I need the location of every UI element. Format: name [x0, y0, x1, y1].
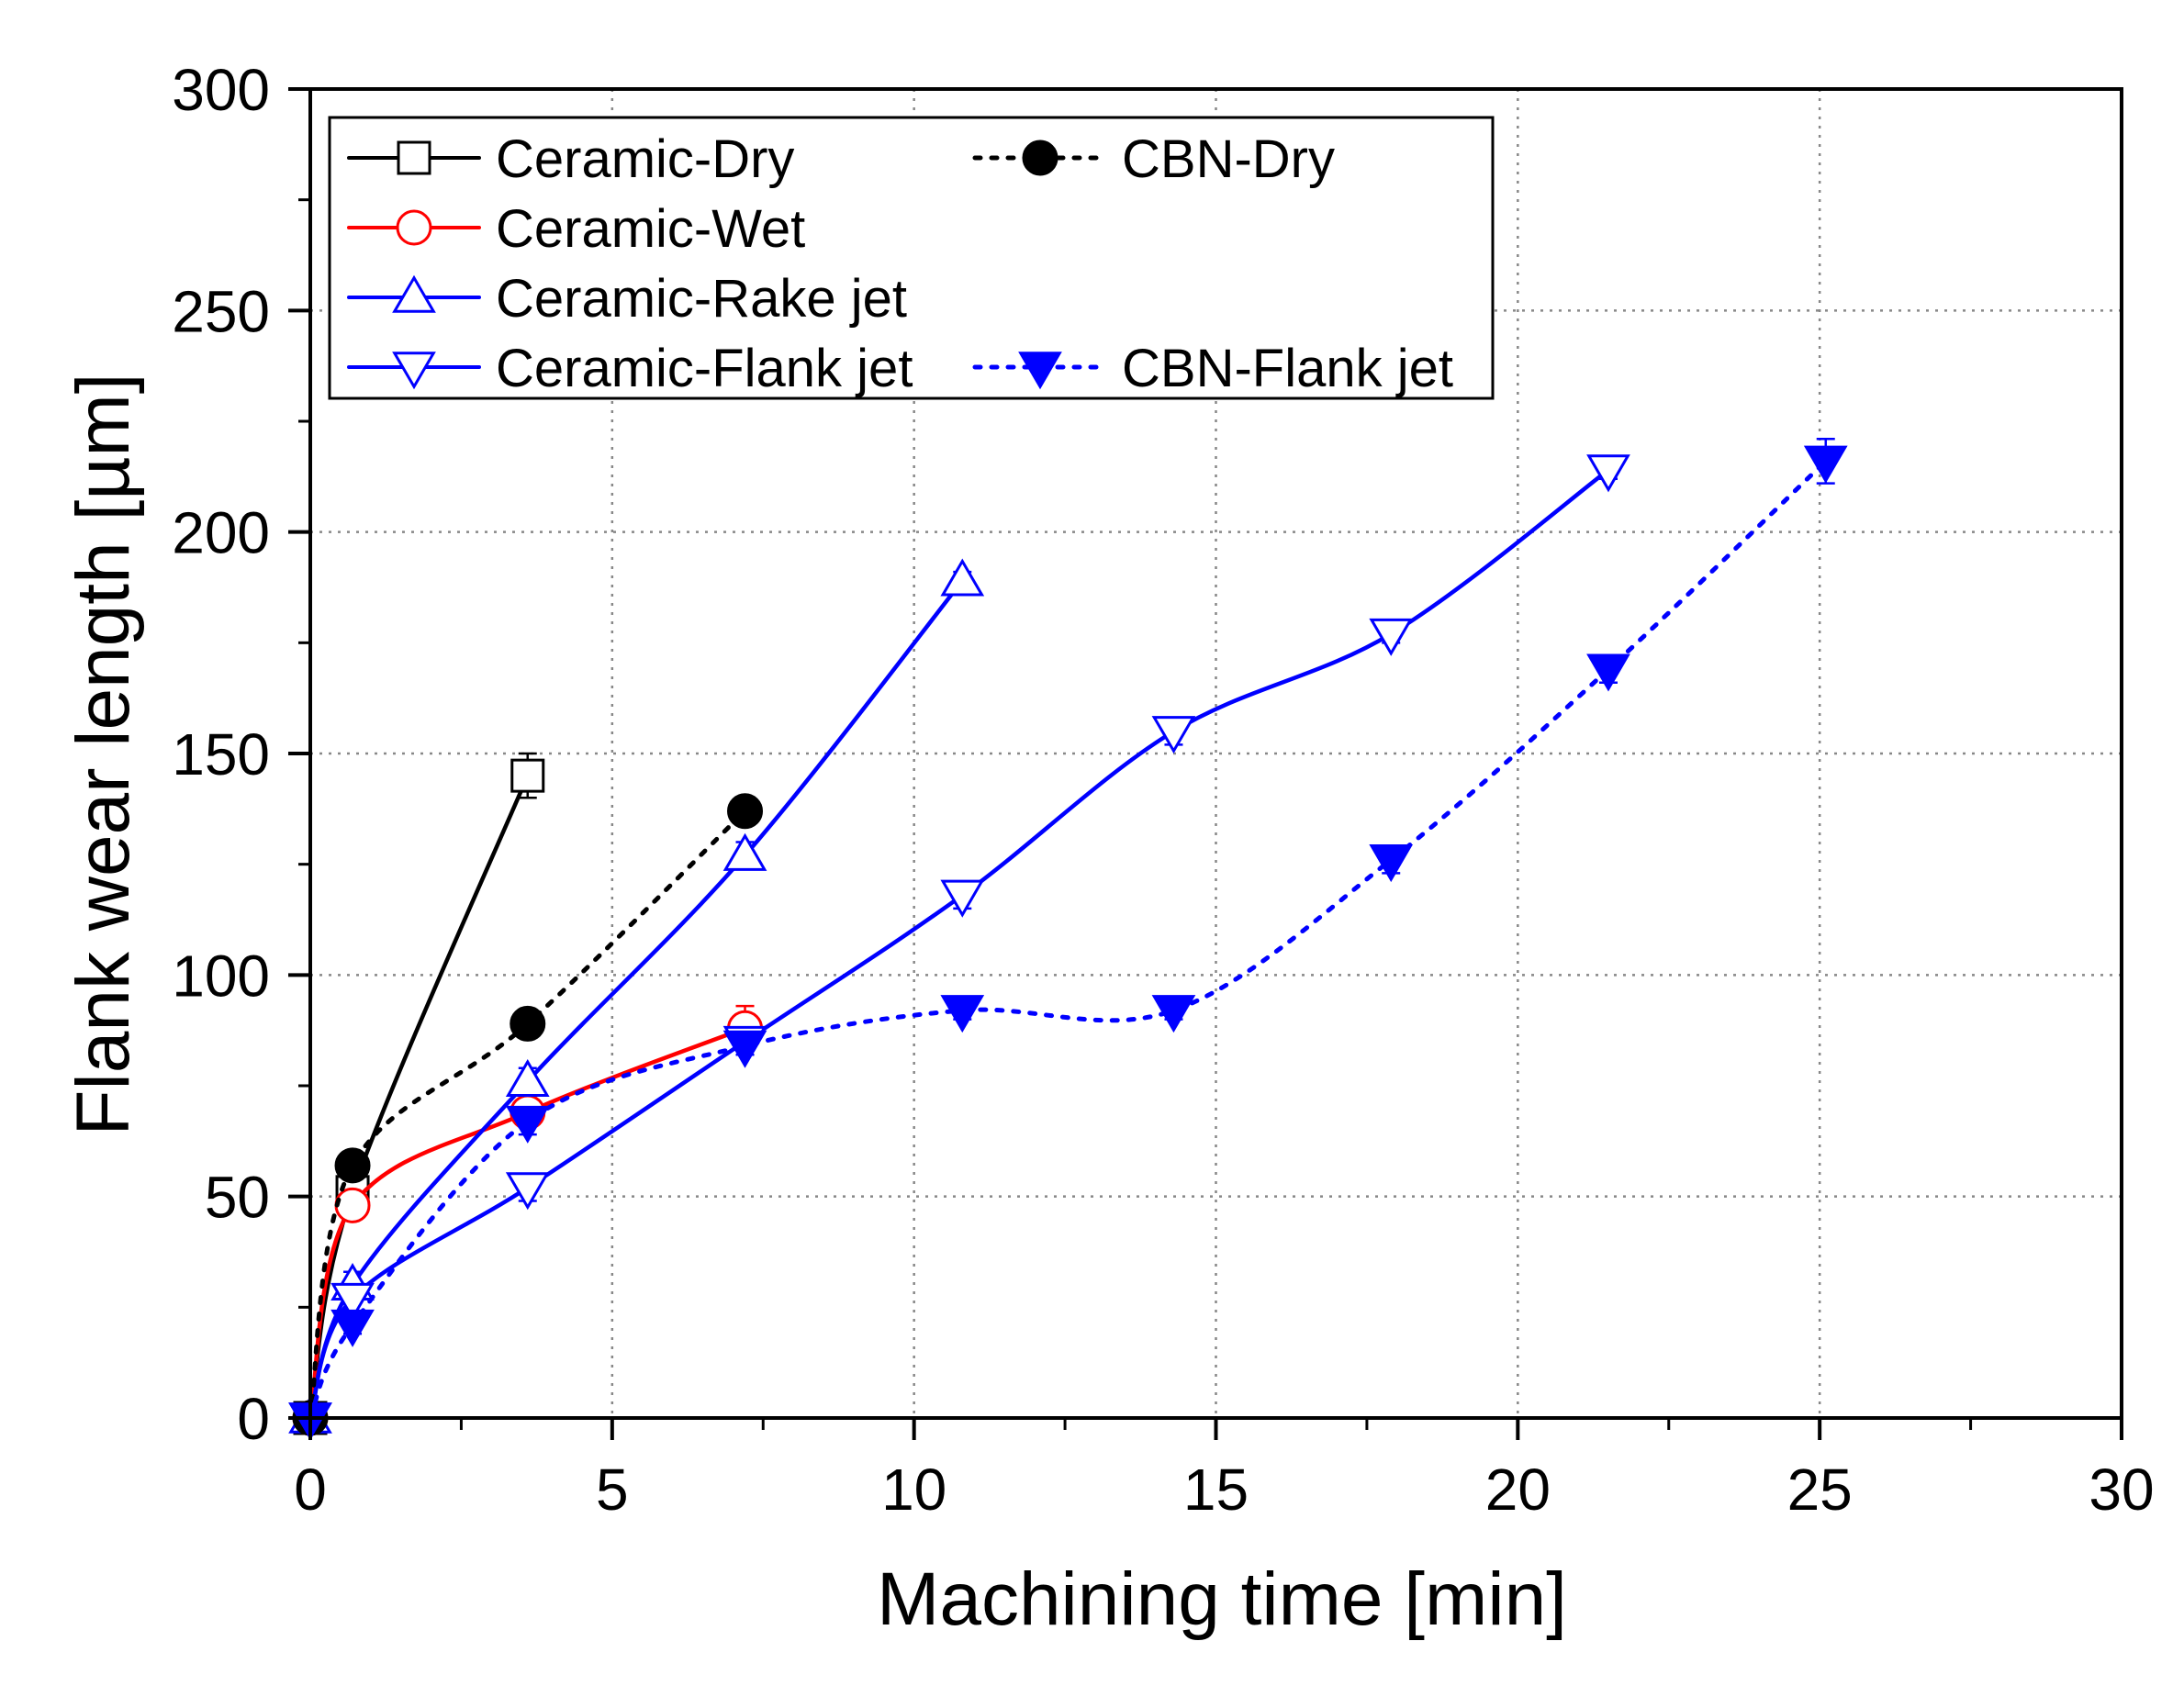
y-tick-label: 150 [172, 721, 270, 787]
legend-marker-cbn-dry [1022, 140, 1058, 176]
y-tick-label: 250 [172, 278, 270, 344]
data-point-ceramic-flank-jet [1586, 454, 1630, 493]
series-line-ceramic-rake-jet [308, 578, 965, 1421]
series-ceramic-flank-jet [288, 454, 1630, 1441]
x-tick-label: 25 [1787, 1457, 1853, 1523]
legend-label-cbn-dry: CBN-Dry [1122, 129, 1335, 189]
y-tick-label: 300 [172, 57, 270, 123]
legend-label-ceramic-flank-jet: Ceramic-Flank jet [496, 339, 913, 398]
series-line-ceramic-flank-jet [308, 467, 1611, 1421]
data-point-ceramic-wet [334, 1187, 371, 1223]
data-point-ceramic-flank-jet [330, 1282, 375, 1321]
series-line-cbn-flank-jet [308, 458, 1829, 1421]
data-point-ceramic-flank-jet [1369, 618, 1414, 656]
series-line-cbn-dry [308, 809, 748, 1421]
data-point-ceramic-rake-jet [722, 832, 767, 871]
data-point-cbn-flank-jet [1151, 995, 1196, 1033]
x-tick-label: 20 [1485, 1457, 1551, 1523]
legend-marker-ceramic-wet [396, 209, 432, 246]
y-tick-label: 0 [237, 1386, 270, 1452]
x-tick-label: 15 [1183, 1457, 1249, 1523]
legend-marker-cbn-flank-jet [1018, 352, 1062, 390]
x-tick-label: 0 [294, 1457, 327, 1523]
data-point-ceramic-flank-jet [505, 1172, 550, 1211]
data-point-cbn-flank-jet [940, 995, 985, 1033]
y-tick-label: 100 [172, 943, 270, 1009]
y-tick-label: 200 [172, 500, 270, 566]
data-point-ceramic-rake-jet [505, 1058, 550, 1097]
x-tick-label: 30 [2089, 1457, 2154, 1523]
plot-series [288, 438, 1848, 1441]
data-point-cbn-flank-jet [1369, 844, 1414, 883]
x-axis-label: Machining time [min] [877, 1557, 1567, 1641]
data-point-ceramic-flank-jet [1151, 716, 1196, 754]
data-point-ceramic-flank-jet [940, 879, 985, 918]
data-point-cbn-dry [727, 793, 764, 830]
series-ceramic-rake-jet [288, 558, 985, 1434]
data-point-ceramic-dry [510, 758, 545, 793]
x-tick-label: 10 [881, 1457, 946, 1523]
legend-label-cbn-flank-jet: CBN-Flank jet [1122, 339, 1453, 398]
data-point-cbn-flank-jet [722, 1030, 767, 1068]
legend-label-ceramic-dry: Ceramic-Dry [496, 129, 794, 189]
legend-marker-ceramic-flank-jet [392, 352, 436, 390]
data-point-cbn-dry [334, 1147, 371, 1184]
data-point-cbn-flank-jet [1586, 653, 1630, 692]
legend-label-ceramic-rake-jet: Ceramic-Rake jet [496, 269, 907, 329]
x-tick-label: 5 [596, 1457, 629, 1523]
y-tick-label: 50 [205, 1165, 270, 1231]
data-point-ceramic-rake-jet [940, 558, 985, 597]
legend: Ceramic-Dry Ceramic-Wet Ceramic-Rake jet Ce… [328, 116, 1495, 400]
legend-label-ceramic-wet: Ceramic-Wet [496, 199, 805, 259]
legend-marker-ceramic-rake-jet [392, 274, 436, 313]
y-axis-label: Flank wear length [µm] [62, 373, 145, 1135]
data-point-cbn-dry [510, 1005, 546, 1042]
legend-box [328, 116, 1495, 400]
legend-marker-ceramic-dry [397, 140, 431, 175]
series-cbn-flank-jet [288, 438, 1848, 1441]
data-point-cbn-flank-jet [1803, 445, 1848, 484]
data-point-cbn-flank-jet [505, 1105, 550, 1144]
data-point-cbn-flank-jet [330, 1309, 375, 1347]
